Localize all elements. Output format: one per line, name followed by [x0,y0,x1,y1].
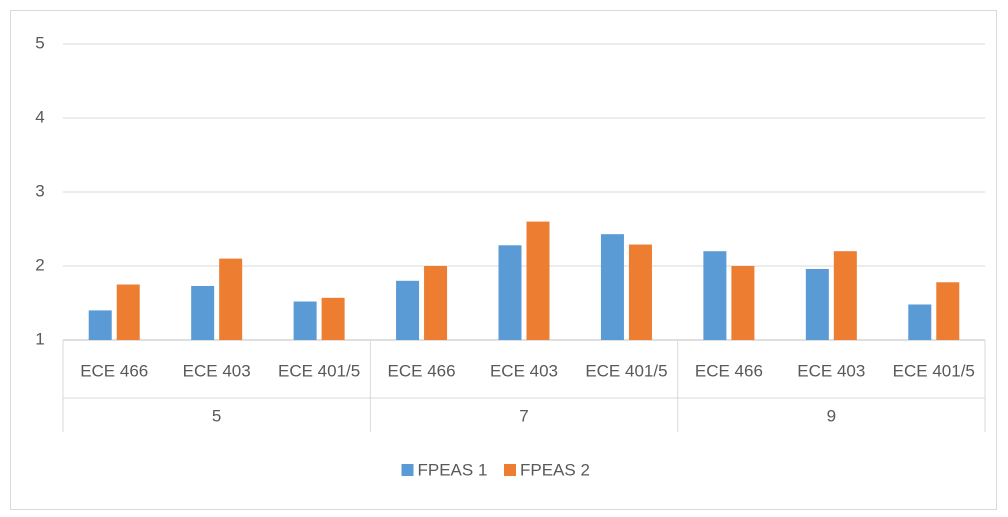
bar [88,310,112,340]
bar [498,245,522,340]
x-tick-label: ECE 401/5 [278,361,360,380]
legend-label: FPEAS 2 [520,460,590,479]
bar [424,266,448,340]
y-tick-label: 1 [35,329,44,348]
bar [600,234,624,340]
x-tick-label: ECE 466 [388,361,456,380]
x-tick-label: ECE 401/5 [893,361,975,380]
bar [293,301,317,340]
legend-label: FPEAS 1 [418,460,488,479]
group-label: 9 [827,406,836,425]
y-tick-label: 5 [35,33,44,52]
bar [703,251,727,340]
x-tick-label: ECE 466 [695,361,763,380]
bar [805,268,829,340]
x-tick-label: ECE 403 [490,361,558,380]
x-tick-label: ECE 403 [183,361,251,380]
legend-swatch [401,464,414,476]
bar [321,297,345,340]
bar [116,284,140,340]
bar [936,282,960,340]
bar [833,251,857,340]
y-tick-label: 4 [35,107,44,126]
x-tick-label: ECE 403 [797,361,865,380]
legend-swatch [504,464,516,476]
group-label: 5 [212,406,221,425]
bar [908,304,932,340]
y-tick-label: 3 [35,181,44,200]
x-tick-label: ECE 401/5 [585,361,667,380]
y-tick-label: 2 [35,255,44,274]
group-label: 7 [519,406,528,425]
bar [191,285,215,340]
bar [731,266,755,340]
bar [396,280,420,340]
bar [219,258,243,340]
bar [526,221,550,340]
bar [628,244,652,340]
x-tick-label: ECE 466 [80,361,148,380]
